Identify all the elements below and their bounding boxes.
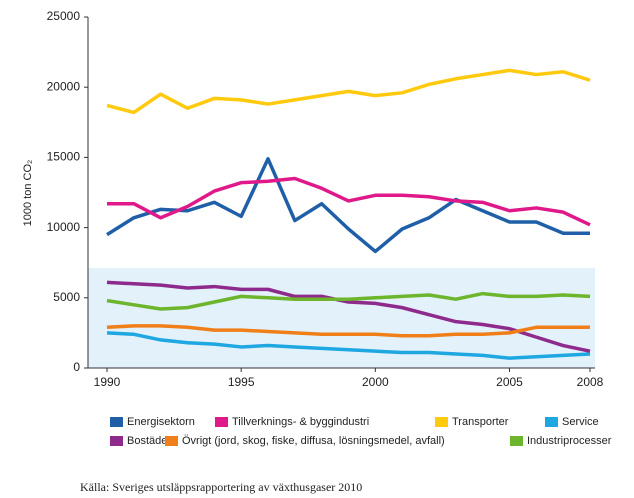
legend-swatch bbox=[435, 417, 448, 427]
y-tick-label: 20000 bbox=[47, 79, 81, 93]
series-line bbox=[106, 157, 590, 254]
legend-swatch bbox=[545, 417, 558, 427]
legend-swatch bbox=[110, 417, 123, 427]
legend-label: Övrigt (jord, skog, fiske, diffusa, lösn… bbox=[182, 435, 445, 447]
series-line bbox=[106, 324, 590, 338]
legend-swatch bbox=[110, 436, 123, 446]
x-tick-label: 2000 bbox=[362, 375, 389, 389]
legend-swatch bbox=[165, 436, 178, 446]
legend-swatch bbox=[215, 417, 228, 427]
series-line bbox=[106, 280, 591, 353]
y-tick-label: 5000 bbox=[53, 290, 80, 304]
source: Källa: Sveriges utsläppsrapportering av … bbox=[80, 480, 362, 494]
legend-label: Transporter bbox=[452, 416, 509, 428]
legend-swatch bbox=[510, 436, 523, 446]
y-tick-label: 15000 bbox=[47, 150, 81, 164]
y-tick-label: 10000 bbox=[47, 220, 81, 234]
legend-label: Bostäder bbox=[127, 435, 171, 447]
legend-label: Tillverknings- & byggindustri bbox=[232, 416, 369, 428]
x-tick-label: 1990 bbox=[94, 375, 121, 389]
legend-label: Industriprocesser bbox=[527, 435, 612, 447]
background-band bbox=[88, 268, 595, 368]
series-line bbox=[106, 291, 591, 311]
series-line bbox=[107, 176, 591, 227]
x-tick-label: 1995 bbox=[228, 375, 255, 389]
legend-label: Service bbox=[562, 416, 599, 428]
legend-label: Energisektorn bbox=[127, 416, 195, 428]
series-line bbox=[106, 68, 591, 115]
series-line bbox=[106, 331, 591, 360]
y-tick-label: 0 bbox=[73, 360, 80, 374]
y-tick-label: 25000 bbox=[47, 9, 81, 23]
x-tick-label: 2005 bbox=[496, 375, 523, 389]
x-tick-label: 2008 bbox=[577, 375, 604, 389]
y-axis-label: 1000 ton CO₂ bbox=[22, 160, 34, 227]
